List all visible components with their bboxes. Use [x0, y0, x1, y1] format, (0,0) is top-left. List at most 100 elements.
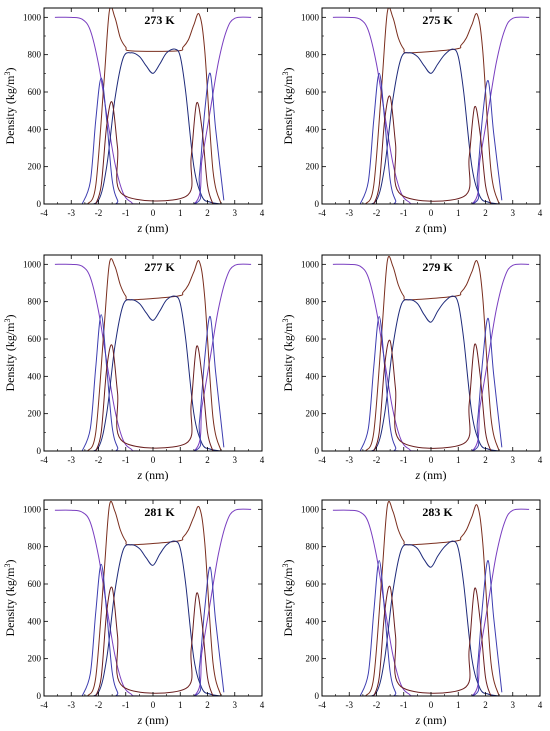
- y-tick-label: 200: [306, 409, 320, 419]
- series-line-1: [54, 16, 252, 204]
- x-tick-label: 2: [205, 455, 210, 465]
- chart-panel-4: -4 -3 -2 -1 0 1 2 3 4 0 200 400 600 800 1000 279 K z (nm…: [281, 254, 543, 482]
- x-tick-label: 1: [178, 208, 183, 218]
- y-tick-label: 800: [306, 297, 320, 307]
- panel-title: 281 K: [144, 505, 175, 519]
- y-axis-text: Density (kg/m: [281, 75, 295, 145]
- x-tick-label: -2: [95, 208, 103, 218]
- plot-frame: [321, 499, 541, 697]
- x-tick-label: -2: [373, 455, 381, 465]
- y-tick-label: 600: [28, 87, 42, 97]
- chart-panel-1: -4 -3 -2 -1 0 1 2 3 4 0 200 400 600 800 1000 273 K z (nm…: [3, 7, 265, 235]
- x-tick-label: 0: [151, 208, 156, 218]
- y-axis-close: ): [3, 68, 17, 72]
- y-axis-text: Density (kg/m: [3, 322, 17, 392]
- series-line-2: [87, 258, 222, 451]
- y-tick-label: 200: [306, 654, 320, 664]
- y-tick-label: 800: [28, 297, 42, 307]
- y-tick-label: 1000: [23, 504, 42, 514]
- plot-frame: [43, 7, 263, 205]
- y-axis-label: Density (kg/m3): [281, 560, 296, 637]
- x-tick-label: -3: [346, 700, 354, 710]
- y-tick-label: 800: [306, 542, 320, 552]
- y-tick-label: 600: [306, 579, 320, 589]
- panel-title: 277 K: [144, 260, 175, 274]
- y-axis-text: Density (kg/m: [3, 75, 17, 145]
- x-axis-label: z (nm): [415, 713, 447, 727]
- y-axis-exponent: 3: [281, 72, 290, 76]
- y-tick-label: 400: [28, 616, 42, 626]
- plot-frame: [321, 7, 541, 205]
- x-tick-label: -1: [122, 700, 130, 710]
- x-tick-label: 0: [429, 700, 434, 710]
- series-group: [332, 255, 530, 451]
- x-tick-label: 1: [456, 455, 461, 465]
- y-tick-label: 1000: [23, 259, 42, 269]
- y-tick-label: 1000: [301, 504, 320, 514]
- x-tick-label: -3: [68, 700, 76, 710]
- y-tick-label: 400: [28, 124, 42, 134]
- y-axis-text: Density (kg/m: [281, 567, 295, 637]
- series-group: [54, 258, 252, 451]
- x-tick-label: 0: [151, 455, 156, 465]
- y-axis-exponent: 3: [281, 319, 290, 323]
- y-axis-label: Density (kg/m3): [3, 68, 18, 145]
- x-tick-label: -4: [318, 455, 326, 465]
- x-tick-label: 1: [456, 208, 461, 218]
- x-tick-label: -2: [95, 455, 103, 465]
- y-tick-label: 1000: [23, 12, 42, 22]
- series-line-1: [332, 508, 530, 696]
- y-tick-label: 400: [306, 616, 320, 626]
- y-tick-label: 400: [306, 124, 320, 134]
- series-line-2: [365, 255, 500, 451]
- y-tick-label: 200: [28, 409, 42, 419]
- y-axis-text: Density (kg/m: [281, 322, 295, 392]
- x-axis-unit: (nm): [420, 713, 446, 727]
- series-group: [332, 500, 530, 696]
- x-tick-label: 2: [205, 700, 210, 710]
- y-axis-exponent: 3: [281, 564, 290, 568]
- series-group: [332, 8, 530, 204]
- y-axis-close: ): [281, 68, 295, 72]
- x-tick-label: 3: [233, 700, 238, 710]
- x-axis-label: z (nm): [415, 221, 447, 235]
- y-tick-label: 0: [315, 446, 320, 456]
- series-line-1: [54, 263, 252, 451]
- x-tick-label: 4: [260, 208, 265, 218]
- y-axis-exponent: 3: [3, 564, 12, 568]
- x-tick-label: 0: [151, 700, 156, 710]
- x-tick-label: -2: [373, 700, 381, 710]
- x-axis-variable: z: [137, 468, 143, 482]
- x-tick-label: -3: [346, 208, 354, 218]
- series-line-1: [54, 508, 252, 696]
- x-tick-label: 2: [483, 208, 488, 218]
- plot-frame: [43, 499, 263, 697]
- x-axis-unit: (nm): [142, 468, 168, 482]
- panel-title: 283 K: [422, 505, 453, 519]
- chart-panel-6: -4 -3 -2 -1 0 1 2 3 4 0 200 400 600 800 1000 283 K z (nm…: [281, 499, 543, 727]
- x-axis-unit: (nm): [420, 468, 446, 482]
- y-tick-label: 0: [315, 199, 320, 209]
- y-axis-close: ): [281, 315, 295, 319]
- x-tick-label: -3: [68, 455, 76, 465]
- series-line-3: [362, 540, 500, 696]
- x-tick-label: -1: [400, 208, 408, 218]
- panel-title: 275 K: [422, 13, 453, 27]
- x-axis-variable: z: [415, 713, 421, 727]
- x-axis-unit: (nm): [142, 713, 168, 727]
- series-line-2: [87, 8, 222, 204]
- y-tick-label: 1000: [301, 259, 320, 269]
- x-tick-label: 1: [178, 700, 183, 710]
- x-tick-label: 4: [260, 455, 265, 465]
- y-tick-label: 600: [28, 334, 42, 344]
- series-line-5: [95, 101, 214, 204]
- panel-title: 279 K: [422, 260, 453, 274]
- x-axis-label: z (nm): [137, 713, 169, 727]
- x-axis-variable: z: [415, 221, 421, 235]
- series-line-5: [95, 344, 214, 451]
- y-tick-label: 800: [306, 50, 320, 60]
- x-tick-label: 0: [429, 455, 434, 465]
- x-axis-label: z (nm): [137, 221, 169, 235]
- x-tick-label: -3: [68, 208, 76, 218]
- y-axis-text: Density (kg/m: [3, 567, 17, 637]
